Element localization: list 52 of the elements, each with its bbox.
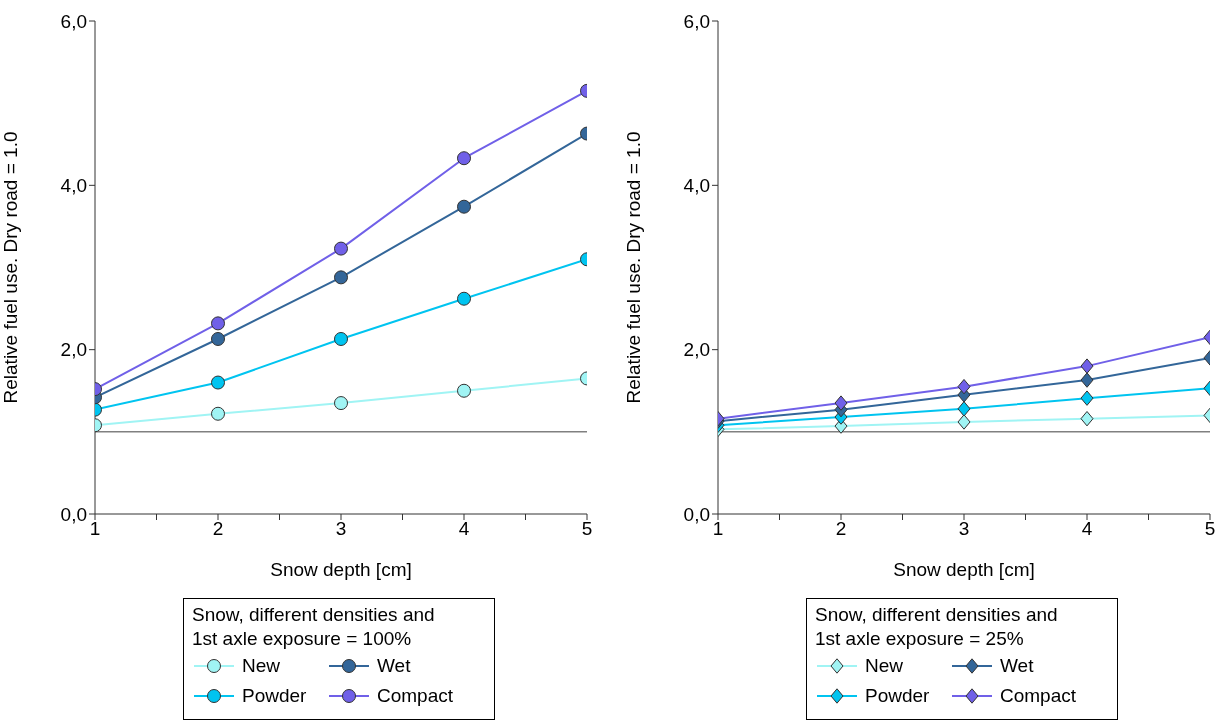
y-tick-label: 2,0 xyxy=(60,339,87,361)
x-tick-label: 2 xyxy=(212,518,224,540)
legend-label: Powder xyxy=(242,685,307,707)
x-tick-label: 1 xyxy=(89,518,101,540)
point xyxy=(457,383,471,398)
point xyxy=(211,375,225,390)
y-axis-title: Relative fuel use. Dry road = 1.0 xyxy=(622,131,644,404)
x-tick-label: 5 xyxy=(1204,518,1216,540)
legend-label: Wet xyxy=(377,655,411,677)
legend-label: New xyxy=(865,655,904,677)
point xyxy=(334,396,348,411)
x-tick-label: 3 xyxy=(335,518,347,540)
legend-label: Compact xyxy=(377,685,454,707)
point xyxy=(334,241,348,256)
y-tick-label: 0,0 xyxy=(683,503,710,525)
point xyxy=(457,151,471,166)
y-axis-title: Relative fuel use. Dry road = 1.0 xyxy=(0,131,21,404)
point xyxy=(1080,358,1094,374)
point xyxy=(211,406,225,421)
y-tick-label: 6,0 xyxy=(60,10,87,32)
point xyxy=(334,331,348,346)
legend-title: Snow, different densities and 1st axle exposure = 25% xyxy=(815,603,1059,651)
legend-title: Snow, different densities and 1st axle exposure = 100% xyxy=(192,603,436,651)
y-tick-label: 2,0 xyxy=(683,339,710,361)
legend-label: Compact xyxy=(1000,685,1077,707)
legend-label: New xyxy=(242,655,281,677)
x-tick-label: 2 xyxy=(835,518,847,540)
y-tick-label: 4,0 xyxy=(60,175,87,197)
x-tick-label: 5 xyxy=(581,518,593,540)
point xyxy=(957,414,971,430)
y-tick-label: 4,0 xyxy=(683,175,710,197)
point xyxy=(957,401,971,417)
x-tick-label: 4 xyxy=(458,518,470,540)
point xyxy=(457,199,471,214)
point xyxy=(334,270,348,285)
x-axis-title: Snow depth [cm] xyxy=(270,559,412,580)
y-tick-label: 0,0 xyxy=(60,503,87,525)
point xyxy=(1080,372,1094,388)
x-tick-label: 1 xyxy=(712,518,724,540)
x-tick-label: 4 xyxy=(1081,518,1093,540)
point xyxy=(457,291,471,306)
x-axis-title: Snow depth [cm] xyxy=(893,559,1035,580)
legend-label: Powder xyxy=(865,685,930,707)
point xyxy=(1080,410,1094,427)
point xyxy=(1080,390,1094,406)
point xyxy=(211,331,225,346)
legend-label: Wet xyxy=(1000,655,1034,677)
y-tick-label: 6,0 xyxy=(683,10,710,32)
point xyxy=(834,395,848,411)
point xyxy=(211,316,225,331)
x-tick-label: 3 xyxy=(958,518,970,540)
point xyxy=(957,378,971,395)
